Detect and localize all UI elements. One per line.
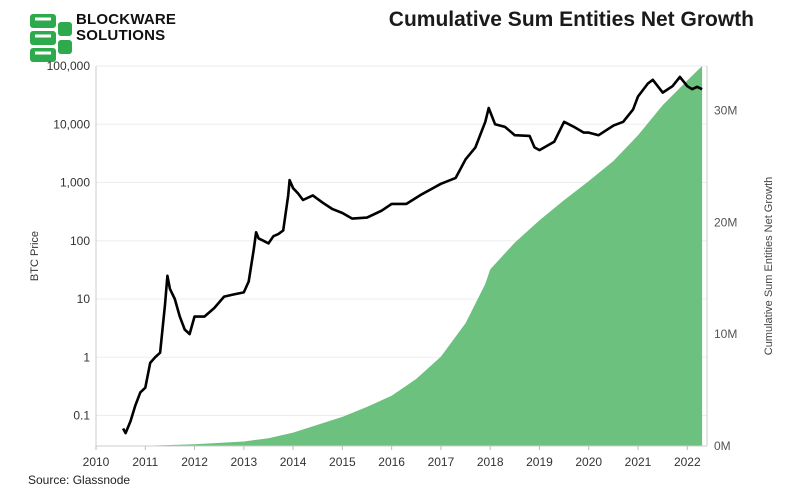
x-tick-label: 2021	[625, 455, 652, 469]
y2-axis-title: Cumulative Sum Entities Net Growth	[763, 177, 775, 356]
y-axis-title: BTC Price	[29, 231, 41, 281]
y-tick-label: 10	[77, 292, 91, 306]
logo-line-2: SOLUTIONS	[76, 27, 166, 44]
y2-tick-label: 10M	[714, 327, 737, 341]
entities-growth-area	[96, 66, 703, 446]
y-tick-label: 100,000	[47, 59, 91, 73]
x-tick-label: 2014	[280, 455, 307, 469]
x-tick-label: 2015	[329, 455, 356, 469]
y-tick-label: 0.1	[73, 409, 90, 423]
logo-line-1: BLOCKWARE	[76, 11, 177, 28]
logo-mark-icon	[30, 14, 72, 62]
blockware-logo	[30, 14, 72, 62]
x-tick-label: 2012	[181, 455, 208, 469]
y2-tick-label: 20M	[714, 215, 737, 229]
x-tick-label: 2022	[674, 455, 701, 469]
y-tick-label: 1	[83, 350, 90, 364]
y2-tick-label: 0M	[714, 439, 731, 453]
x-tick-label: 2019	[526, 455, 553, 469]
x-tick-label: 2020	[575, 455, 602, 469]
logo-wordmark: BLOCKWARE SOLUTIONS	[76, 12, 176, 44]
x-tick-label: 2011	[132, 455, 158, 469]
entities-area-layer	[96, 66, 703, 446]
price-line-layer	[121, 75, 703, 435]
x-tick-label: 2013	[230, 455, 257, 469]
source-note: Source: Glassnode	[28, 473, 131, 487]
x-tick-label: 2016	[378, 455, 405, 469]
tick-labels: 0.1 1 10 100 1,000 10,000 100,000 0M 10M 20M 30M 20…	[29, 59, 775, 469]
btc-price-line	[121, 75, 703, 435]
y-tick-label: 100	[70, 234, 90, 248]
chart-title: Cumulative Sum Entities Net Growth	[388, 8, 754, 31]
x-tick-label: 2018	[477, 455, 504, 469]
axes	[95, 66, 708, 450]
y-tick-label: 10,000	[53, 117, 90, 131]
y2-tick-label: 30M	[714, 104, 737, 118]
x-tick-label: 2010	[83, 455, 110, 469]
x-tick-label: 2017	[428, 455, 455, 469]
y-tick-label: 1,000	[60, 176, 90, 190]
